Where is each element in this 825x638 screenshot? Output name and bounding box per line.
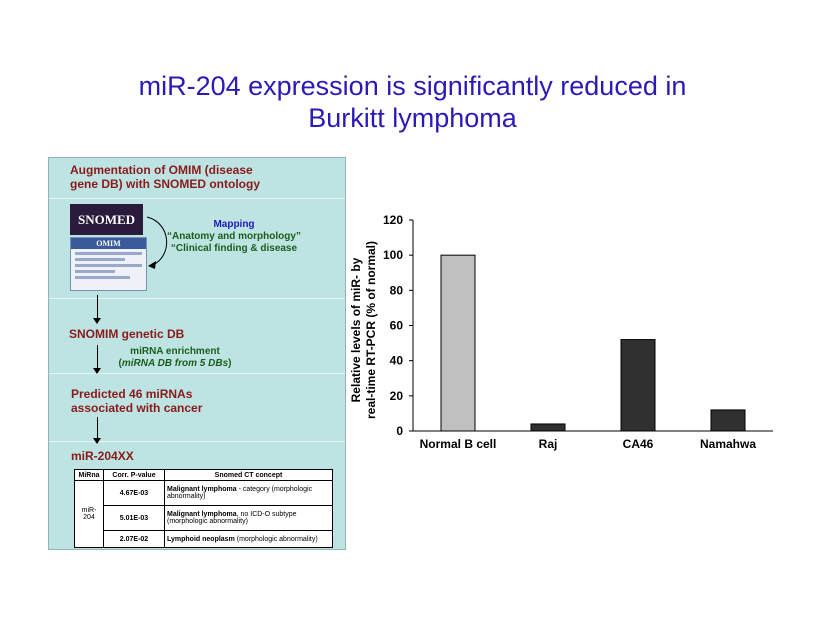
y-tick-label: 80 [390,283,404,297]
mapping-curved-arrow [146,216,168,269]
y-axis-label-line-1: Relative levels of miR- by [349,257,363,402]
pvalue-cell: 4.67E-03 [103,480,165,506]
enrichment-line-2: (miRNA DB from 5 DBs) [118,358,232,369]
arrow-head [93,368,101,374]
arrow-line [97,417,98,441]
chart-tick-labels: 0 20 40 60 80 100 120 Normal B cell Raj CA46 Namah… [383,213,756,451]
title-line-2: Burkitt lymphoma [308,103,517,133]
predicted-mirnas-label: Predicted 46 miRNAs associated with canc… [71,387,202,415]
mapping-line-2: “Clinical finding & disease [170,243,298,254]
y-tick-label: 60 [390,319,404,333]
mirna-cell: miR-204 [74,480,104,548]
table-header-cell: MiRna [74,469,104,481]
arrow-head [93,438,101,444]
panel-divider [49,298,345,299]
predicted-line-2: associated with cancer [71,401,203,415]
slide-title: miR-204 expression is significantly redu… [0,70,825,134]
y-tick-label: 0 [396,424,403,438]
mir-204-expression-bar-chart: Relative levels of miR- by real-time RT-… [349,213,773,451]
bar-raj [530,423,566,432]
table-header-cell: Corr. P-value [103,469,165,481]
title-line-1: miR-204 expression is significantly redu… [138,71,687,101]
arrow-line [97,345,98,371]
table-header-row: MiRna Corr. P-value Snomed CT concept [74,469,333,481]
mapping-annotation: Mapping “Anatomy and morphology” “Clinic… [164,219,304,255]
y-axis-label-line-2: real-time RT-PCR (% of normal) [364,241,378,419]
panel-heading: Augmentation of OMIM (disease gene DB) w… [70,163,260,191]
mapping-line-1: “Anatomy and morphology” [167,231,301,242]
bar-ca46 [620,339,656,432]
heading-line-1: Augmentation of OMIM (disease [70,163,253,177]
table-row: 2.07E-02 Lymphoid neoplasm (morphologic … [75,530,333,548]
mir-204xx-label: miR-204XX [71,449,134,463]
pvalue-cell: 2.07E-02 [103,530,165,548]
table-row: miR-204 4.67E-03 Malignant lymphoma - ca… [74,480,333,548]
panel-divider [49,441,345,442]
mapping-label: Mapping [213,219,255,230]
panel-divider [49,373,345,374]
predicted-line-1: Predicted 46 miRNAs [71,387,193,401]
y-tick-label: 120 [383,213,403,227]
x-tick-label: Namahwa [700,437,756,451]
heading-line-2: gene DB) with SNOMED ontology [70,177,260,191]
snomim-db-label: SNOMIM genetic DB [69,327,185,341]
bar-normal-b-cell [440,254,476,432]
omim-screenshot-thumbnail: OMIM [70,237,147,291]
panel-divider [49,198,345,199]
y-tick-label: 40 [390,354,404,368]
x-tick-label: CA46 [623,437,654,451]
y-tick-label: 100 [383,248,403,262]
pvalue-cell: 5.01E-03 [103,505,165,531]
snomim-workflow-panel: Augmentation of OMIM (disease gene DB) w… [48,157,346,550]
concept-cell: Lymphoid neoplasm (morphologic abnormali… [164,530,333,548]
enrichment-source: miRNA DB from 5 DBs [121,358,229,369]
y-tick-label: 20 [390,389,404,403]
snomed-concept-table: MiRna Corr. P-value Snomed CT concept mi… [74,469,333,548]
chart-bars [440,254,746,432]
mirna-enrichment-label: miRNA enrichment (miRNA DB from 5 DBs) [105,346,245,370]
arrow-line [97,295,98,321]
x-tick-label: Raj [539,437,558,451]
omim-logo: OMIM [71,238,146,249]
concept-cell: Malignant lymphoma - category (morpholog… [164,480,333,506]
table-header-cell: Snomed CT concept [164,469,333,481]
enrichment-line-1: miRNA enrichment [130,346,220,357]
arrow-head [93,318,101,324]
bar-namahwa [710,409,746,432]
concept-cell: Malignant lymphoma, no ICD-O subtype (mo… [164,505,333,531]
table-row: 5.01E-03 Malignant lymphoma, no ICD-O su… [75,505,333,531]
snomed-logo: SNOMED [70,204,143,235]
x-tick-label: Normal B cell [420,437,497,451]
